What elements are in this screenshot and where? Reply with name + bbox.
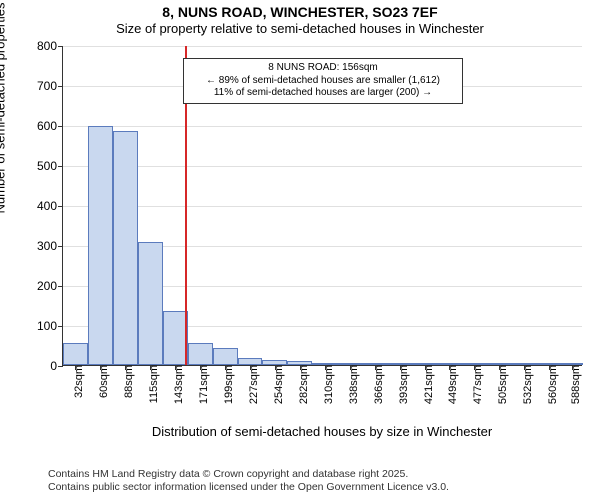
x-axis-label: Distribution of semi-detached houses by … [62,424,582,439]
title-sub: Size of property relative to semi-detach… [0,21,600,36]
ytick-mark [58,326,63,327]
callout-line: ← 89% of semi-detached houses are smalle… [189,75,457,88]
xtick-label: 60sqm [96,365,110,398]
callout-line: 8 NUNS ROAD: 156sqm [189,62,457,75]
ytick-label: 300 [37,239,57,253]
xtick-label: 421sqm [421,365,435,404]
xtick-label: 338sqm [346,365,360,404]
ytick-label: 200 [37,279,57,293]
xtick-label: 477sqm [470,365,484,404]
xtick-label: 588sqm [568,365,582,404]
ytick-mark [58,86,63,87]
xtick-label: 32sqm [71,365,85,398]
xtick-label: 88sqm [121,365,135,398]
title-block: 8, NUNS ROAD, WINCHESTER, SO23 7EF Size … [0,0,600,36]
ytick-label: 0 [50,359,57,373]
ytick-mark [58,366,63,367]
histogram-bar [113,131,138,365]
ytick-mark [58,206,63,207]
ytick-label: 600 [37,119,57,133]
ytick-label: 400 [37,199,57,213]
ytick-mark [58,246,63,247]
callout-line: 11% of semi-detached houses are larger (… [189,87,457,100]
histogram-bar [213,348,238,365]
gridline [63,126,582,127]
ytick-label: 100 [37,319,57,333]
ytick-label: 800 [37,39,57,53]
ytick-mark [58,166,63,167]
xtick-label: 171sqm [196,365,210,404]
ytick-label: 700 [37,79,57,93]
xtick-label: 449sqm [445,365,459,404]
xtick-label: 143sqm [171,365,185,404]
footer-line-2: Contains public sector information licen… [48,481,600,494]
gridline [63,46,582,47]
footer-line-1: Contains HM Land Registry data © Crown c… [48,468,600,481]
footer-attribution: Contains HM Land Registry data © Crown c… [0,466,600,494]
xtick-label: 227sqm [246,365,260,404]
xtick-label: 505sqm [495,365,509,404]
histogram-bar [88,126,113,365]
gridline [63,206,582,207]
xtick-label: 115sqm [146,365,160,403]
histogram-bar [188,343,213,365]
xtick-label: 282sqm [296,365,310,404]
reference-callout: 8 NUNS ROAD: 156sqm← 89% of semi-detache… [183,58,463,104]
plot-region: 010020030040050060070080032sqm60sqm88sqm… [62,46,582,366]
histogram-bar [138,242,163,365]
xtick-label: 366sqm [371,365,385,404]
gridline [63,166,582,167]
ytick-mark [58,286,63,287]
xtick-label: 560sqm [545,365,559,404]
xtick-label: 199sqm [221,365,235,404]
histogram-bar [238,358,263,365]
xtick-label: 310sqm [321,365,335,404]
title-main: 8, NUNS ROAD, WINCHESTER, SO23 7EF [0,4,600,20]
histogram-bar [63,343,88,365]
ytick-mark [58,46,63,47]
chart-area: 0 100 200 300 400 500 600 700 800 32sqm 60sqm 88sqm… [0,36,600,466]
xtick-label: 254sqm [271,365,285,404]
ytick-mark [58,126,63,127]
xtick-label: 532sqm [520,365,534,404]
xtick-label: 393sqm [396,365,410,404]
ytick-label: 500 [37,159,57,173]
